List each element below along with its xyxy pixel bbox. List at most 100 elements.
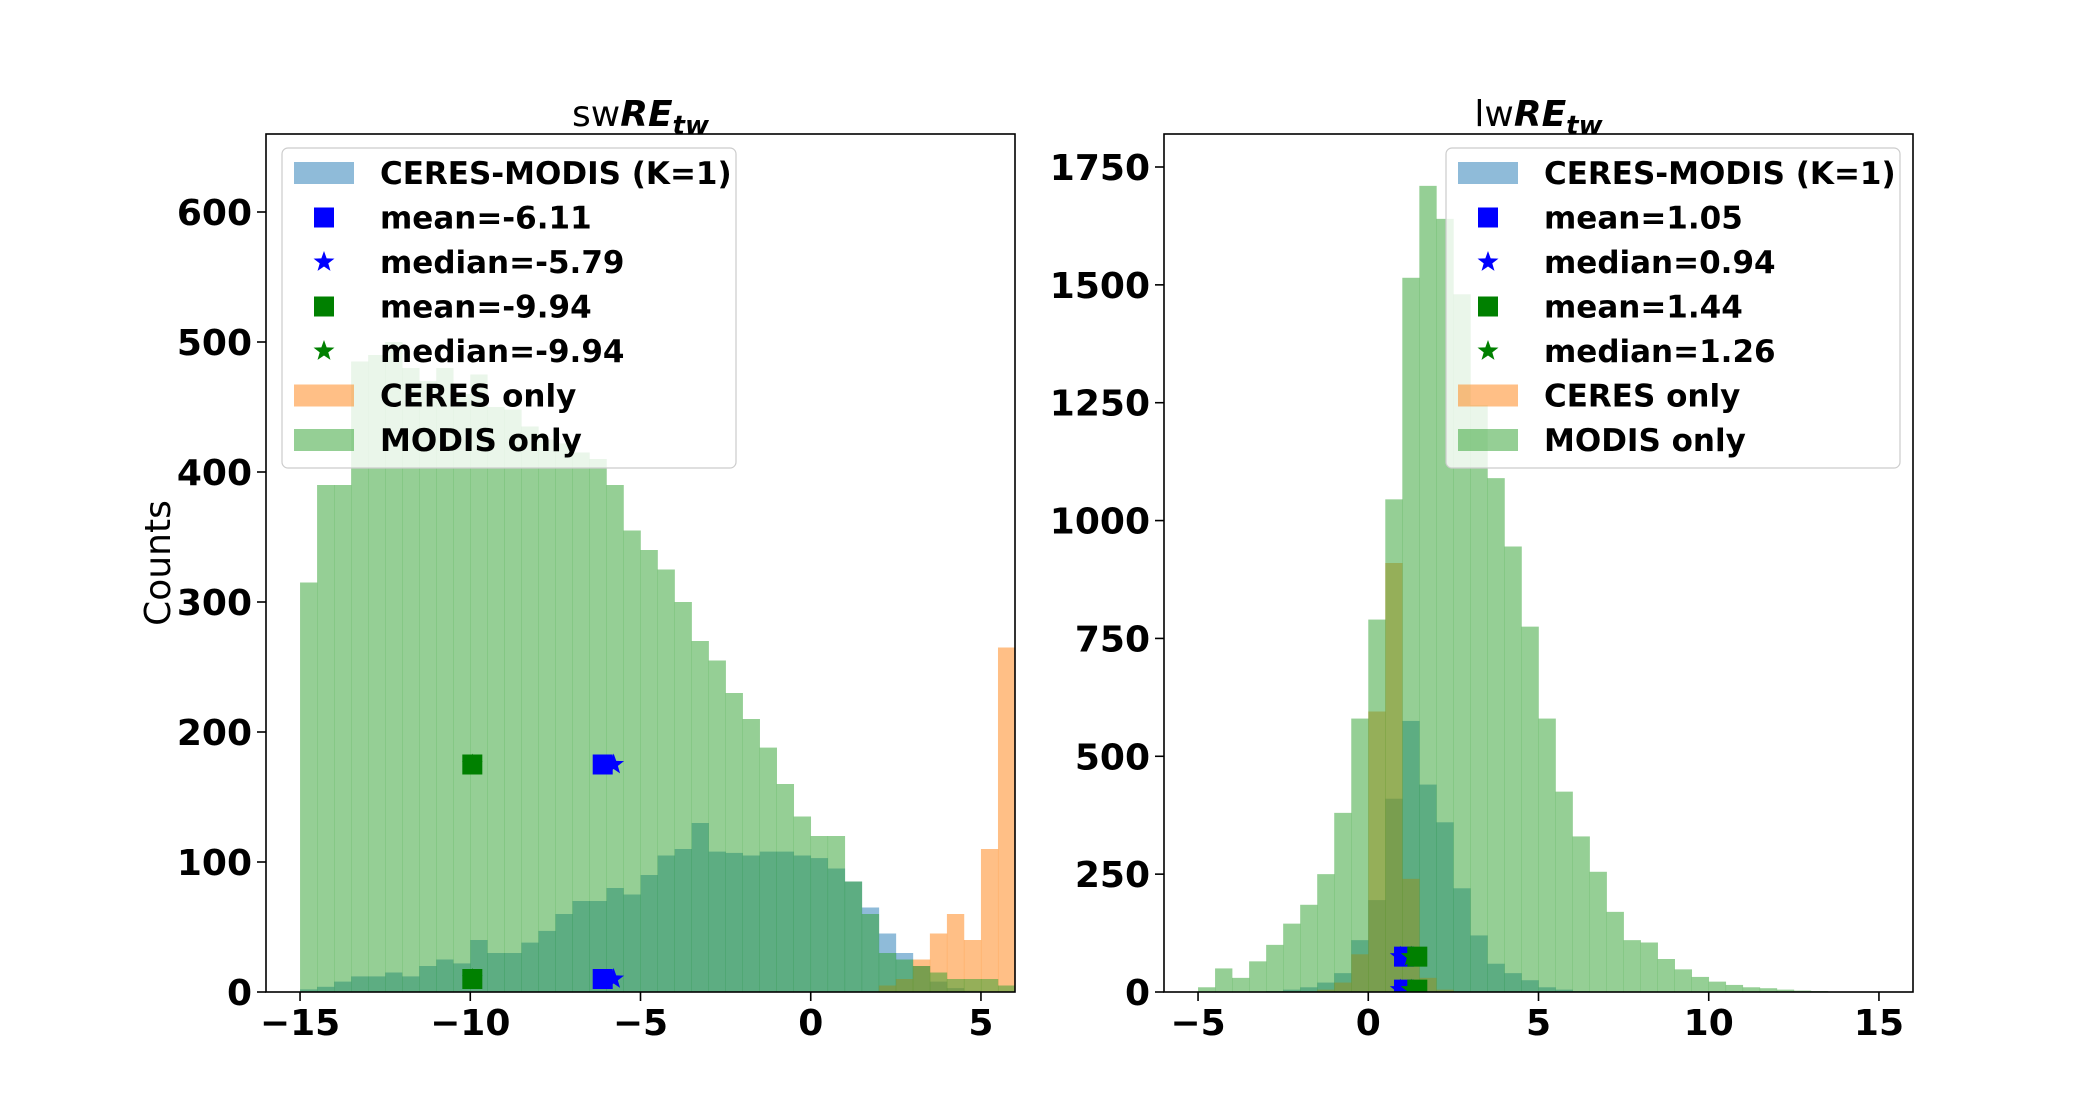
x-tick-label: −5 (1170, 1003, 1225, 1044)
legend-star-marker (1477, 340, 1499, 360)
bar (1049, 518, 1066, 993)
bar (300, 582, 318, 992)
y-tick-label: 1750 (1050, 148, 1150, 189)
bar (1691, 976, 1710, 992)
bar (1049, 986, 1066, 993)
x-tick-label: −15 (260, 1003, 340, 1044)
bar (861, 914, 880, 992)
bar (589, 459, 607, 992)
legend-label: CERES only (1544, 379, 1740, 415)
legend-entry: mean=-9.94 (314, 290, 592, 326)
median-marker (1389, 945, 1411, 966)
legend-entry: CERES-MODIS (K=1) (294, 156, 732, 192)
panel-title: swREtw (572, 94, 710, 141)
legend-square-marker (1478, 296, 1498, 317)
bar (895, 959, 914, 992)
bar (368, 355, 386, 992)
panel-sw: −15 −10 −5 0 50100200300400500600CountsswREt… (138, 94, 1185, 1044)
legend: CERES-MODIS (K=1) mean=1.05 median=0.94 mea… (1445, 147, 1901, 469)
bar (708, 660, 726, 992)
x-tick-label: −10 (430, 1003, 510, 1044)
legend-entry: mean=-6.11 (314, 201, 592, 237)
bar (1032, 440, 1049, 993)
bar (470, 374, 488, 992)
bar (1198, 987, 1216, 992)
title-subscript: tw (673, 111, 710, 141)
legend: CERES-MODIS (K=1) mean=-6.11 median=-5.79 m… (281, 147, 737, 469)
legend-swatch (1458, 429, 1518, 451)
marker-points (1389, 945, 1428, 992)
x-tick-label: −5 (613, 1003, 668, 1044)
title-prefix: sw (572, 94, 620, 135)
x-tick-label: 0 (1356, 1003, 1381, 1044)
bar (827, 836, 846, 992)
y-tick-label: 0 (227, 973, 252, 1014)
bar (963, 979, 982, 992)
title-prefix: lw (1474, 94, 1513, 135)
bar (997, 985, 1015, 992)
bar (1453, 294, 1471, 992)
bar (453, 394, 471, 992)
bar (385, 342, 403, 992)
marker-points (461, 753, 625, 989)
bar (572, 452, 590, 992)
bar (1249, 961, 1267, 992)
bar (1151, 986, 1168, 993)
mean-marker (592, 969, 613, 989)
legend-box (281, 147, 737, 469)
title-main: RE (620, 94, 673, 135)
bar (946, 914, 965, 992)
y-tick-label: 1000 (1050, 502, 1150, 543)
legend-entry: mean=1.05 (1478, 201, 1743, 237)
bar (946, 979, 965, 992)
y-tick-label: 1250 (1050, 384, 1150, 425)
y-tick-label: 200 (177, 713, 252, 754)
bar (1168, 986, 1185, 993)
bar (487, 407, 505, 992)
bar (1334, 812, 1352, 992)
legend-label: median=1.26 (1544, 334, 1776, 370)
legend-entry: CERES-MODIS (K=1) (1458, 156, 1896, 192)
legend-entry: MODIS only (294, 423, 582, 459)
median-marker (1400, 978, 1422, 992)
bar (912, 966, 931, 992)
legend-entry: median=-5.79 (313, 245, 624, 281)
bar (980, 849, 999, 992)
legend-entry: median=0.94 (1477, 245, 1776, 281)
y-tick-label: 400 (177, 453, 252, 494)
bar (657, 569, 675, 992)
x-tick-label: 15 (1854, 1003, 1904, 1044)
bar (436, 368, 454, 992)
legend-entry: mean=1.44 (1478, 290, 1743, 326)
legend-star-marker (1477, 251, 1499, 271)
legend-box (1445, 147, 1901, 469)
bar (793, 816, 812, 992)
bar (1674, 969, 1693, 992)
bar (1572, 836, 1590, 992)
bar (1742, 987, 1761, 992)
median-marker (1400, 945, 1422, 966)
bar (776, 784, 795, 992)
y-tick-label: 100 (177, 843, 252, 884)
bar (521, 426, 539, 992)
bar (1623, 940, 1641, 992)
bar (725, 693, 743, 992)
bar (1151, 982, 1168, 992)
legend-swatch (1458, 162, 1518, 184)
y-tick-label: 750 (1075, 619, 1150, 660)
legend-label: mean=-6.11 (380, 201, 592, 237)
bar (1657, 959, 1675, 992)
legend-label: MODIS only (380, 423, 582, 459)
bar (759, 747, 777, 992)
bar (334, 485, 352, 992)
legend-swatch (1458, 384, 1518, 407)
x-tick-label: 10 (1684, 1003, 1734, 1044)
bar (1555, 791, 1573, 992)
bar (674, 602, 692, 992)
plot-area (300, 342, 1185, 993)
legend-entry: CERES only (1458, 379, 1740, 415)
bar (1606, 911, 1624, 992)
legend-label: median=0.94 (1544, 245, 1776, 281)
legend-square-marker (314, 296, 334, 317)
